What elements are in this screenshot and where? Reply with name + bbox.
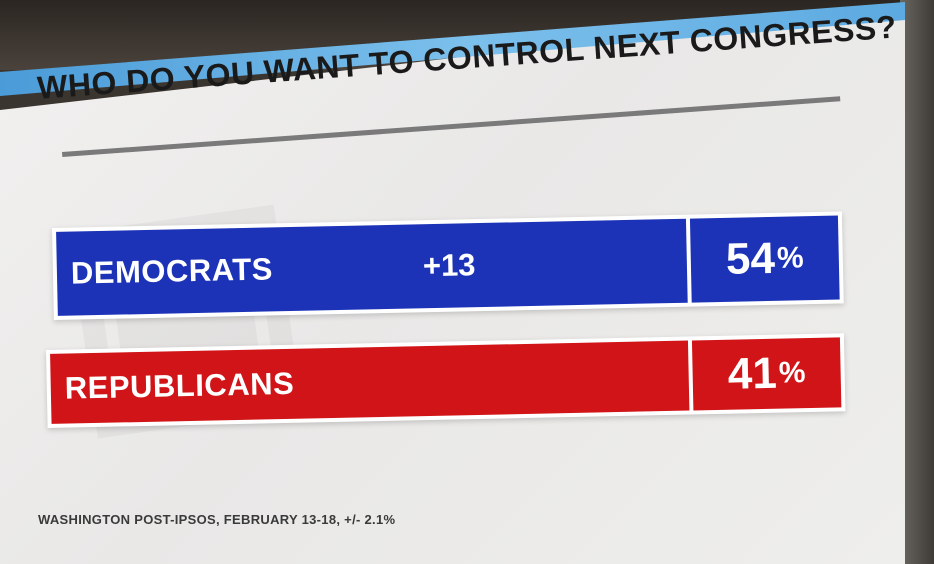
value-box-democrats: 54% bbox=[689, 215, 840, 303]
bar-row-democrats: DEMOCRATS +13 54% bbox=[52, 211, 844, 320]
value-label: 54 bbox=[725, 233, 776, 284]
percent-sign: % bbox=[778, 356, 806, 390]
value-label: 41 bbox=[727, 348, 778, 399]
lead-margin-label: +13 bbox=[422, 247, 476, 284]
source-note: WASHINGTON POST-IPSOS, FEBRUARY 13-18, +… bbox=[38, 512, 396, 527]
bar-row-republicans: REPUBLICANS 41% bbox=[46, 333, 846, 428]
percent-sign: % bbox=[776, 241, 804, 275]
screen-edge bbox=[900, 0, 934, 564]
value-box-republicans: 41% bbox=[691, 337, 842, 411]
bar-label-republicans: REPUBLICANS bbox=[64, 365, 295, 406]
bar-label-democrats: DEMOCRATS bbox=[70, 251, 274, 291]
